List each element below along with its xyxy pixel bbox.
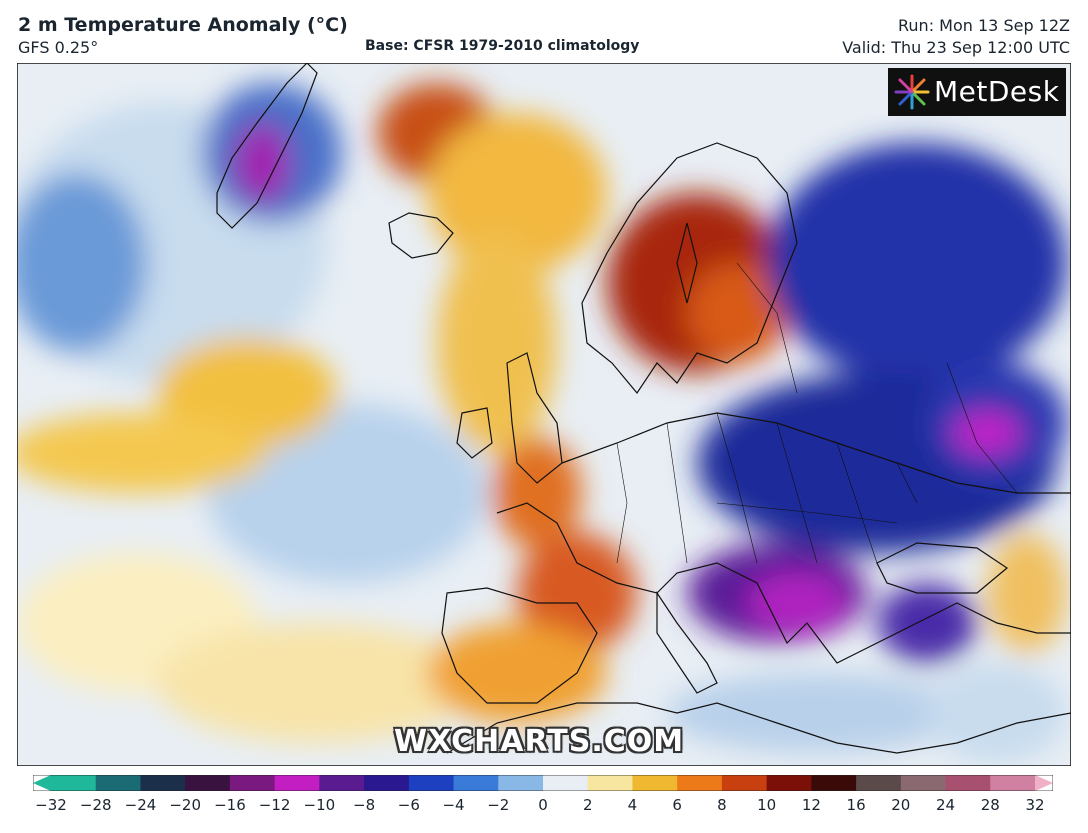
colorbar-tick-label: 12 — [801, 796, 821, 814]
colorbar-segment — [721, 775, 768, 791]
colorbar-segment — [990, 775, 1036, 791]
colorbar-segment — [140, 775, 186, 791]
colorbar-tick-label: −12 — [258, 796, 291, 814]
greenland-coast — [216, 63, 318, 229]
black-sea-coast — [876, 542, 1009, 594]
colorbar-segment — [543, 775, 589, 791]
iberia-coast — [441, 587, 598, 704]
metdesk-starburst-icon — [894, 74, 930, 110]
colorbar-segment — [319, 775, 365, 791]
colorbar-ticks: −32 −28 −24 −20 −16 −12 −10 −8 −6 −4 −2 0 2 4 6 8 10 12 16… — [0, 796, 1088, 820]
colorbar-tick-label: −2 — [487, 796, 510, 814]
wxcharts-watermark: WXCHARTS.COM — [394, 724, 685, 759]
colorbar-segment — [95, 775, 141, 791]
colorbar-tick-label: 10 — [757, 796, 777, 814]
colorbar-segment — [856, 775, 902, 791]
italy-coast — [656, 591, 718, 694]
colorbar-tick-label: −6 — [397, 796, 420, 814]
colorbar-segment — [811, 775, 857, 791]
colorbar-tick-label: 24 — [935, 796, 956, 814]
colorbar-segment — [274, 775, 320, 791]
colorbar-segment — [766, 775, 812, 791]
gulf-of-bothnia — [676, 222, 698, 304]
run-time-label: Run: Mon 13 Sep 12Z — [898, 16, 1070, 35]
anomaly-map — [17, 63, 1071, 766]
colorbar-segment — [587, 775, 633, 791]
colorbar-segment — [229, 775, 276, 791]
north-africa-coast — [446, 702, 1071, 754]
colorbar-tick-label: 6 — [672, 796, 682, 814]
colorbar-tick-label: 8 — [717, 796, 727, 814]
metdesk-logo: MetDesk — [888, 68, 1066, 116]
scandinavia-coast — [581, 142, 798, 395]
colorbar-tick-label: −10 — [303, 796, 336, 814]
colorbar-tick-label: 28 — [980, 796, 1000, 814]
colorbar-segment — [408, 775, 455, 791]
colorbar-min-arrow — [33, 775, 51, 791]
valid-time-label: Valid: Thu 23 Sep 12:00 UTC — [842, 38, 1070, 57]
colorbar-max-arrow — [1035, 775, 1053, 791]
colorbar-tick-label: −24 — [124, 796, 157, 814]
colorbar-tick-label: −32 — [35, 796, 67, 814]
colorbar-segments — [51, 775, 1036, 791]
colorbar-tick-label: 20 — [891, 796, 911, 814]
colorbar-tick-label: 0 — [538, 796, 548, 814]
ireland-coast — [456, 407, 493, 459]
climatology-base-label: Base: CFSR 1979-2010 climatology — [365, 38, 640, 54]
metdesk-logo-text: MetDesk — [934, 75, 1060, 108]
colorbar-segment — [498, 775, 544, 791]
colorbar-tick-label: −20 — [169, 796, 201, 814]
colorbar-segment — [185, 775, 231, 791]
colorbar — [33, 775, 1053, 791]
colorbar-tick-label: −28 — [79, 796, 112, 814]
coastlines — [216, 63, 1071, 754]
colorbar-tick-label: −16 — [214, 796, 246, 814]
colorbar-tick-label: 16 — [846, 796, 866, 814]
colorbar-segment — [364, 775, 410, 791]
colorbar-segment — [632, 775, 678, 791]
colorbar-tick-label: 2 — [582, 796, 593, 814]
colorbar-tick-label: −4 — [442, 796, 465, 814]
colorbar-segment — [900, 775, 947, 791]
colorbar-segment — [677, 775, 723, 791]
chart-title: 2 m Temperature Anomaly (°C) — [18, 14, 348, 36]
model-label: GFS 0.25° — [18, 38, 99, 57]
anomaly-field — [17, 83, 1067, 763]
colorbar-tick-label: −8 — [353, 796, 376, 814]
colorbar-segment — [945, 775, 991, 791]
colorbar-tick-label: 4 — [627, 796, 638, 814]
north-european-coast — [561, 412, 1071, 494]
iceland-coast — [388, 212, 454, 259]
colorbar-segment — [51, 775, 97, 791]
country-borders — [616, 262, 1018, 564]
mediterranean-north-coast — [496, 502, 1071, 664]
colorbar-segment — [453, 775, 499, 791]
colorbar-tick-label: 32 — [1025, 796, 1045, 814]
